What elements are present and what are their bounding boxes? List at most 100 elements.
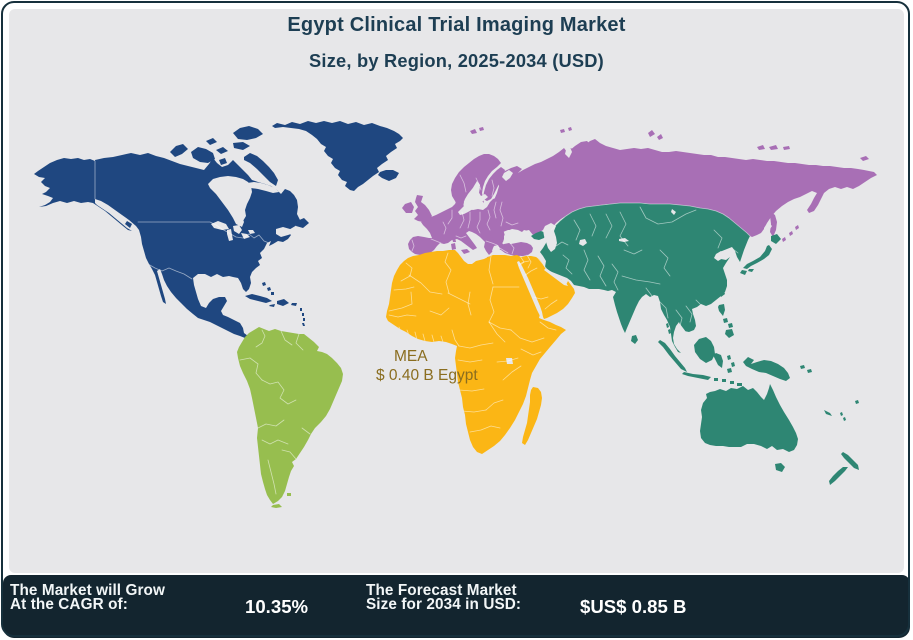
country-borders-shape <box>447 209 453 225</box>
country-borders-shape <box>499 201 504 227</box>
country-borders-shape <box>457 359 483 363</box>
region-asia-pacific-shape <box>668 329 671 334</box>
region-north-america-shape <box>191 147 215 163</box>
country-borders-shape <box>477 237 483 244</box>
country-borders-shape <box>280 330 293 346</box>
country-borders-shape <box>675 309 683 327</box>
region-south-america-shape <box>237 327 343 504</box>
country-borders-shape <box>440 335 444 343</box>
footer-cagr-label: The Market will Grow At the CAGR of: <box>10 582 165 612</box>
region-asia-pacific-shape <box>840 412 843 416</box>
region-europe-shape <box>402 202 414 213</box>
country-borders-shape <box>488 286 495 323</box>
footer-cagr-value: 10.35% <box>245 596 309 617</box>
country-borders-shape <box>447 292 471 305</box>
region-europe-shape <box>789 231 793 236</box>
country-borders-shape <box>137 221 270 244</box>
country-borders-shape <box>301 427 311 435</box>
country-borders-shape <box>509 242 515 255</box>
country-borders-shape <box>469 425 501 433</box>
region-north-america-shape <box>34 158 132 231</box>
country-borders-shape <box>467 211 471 229</box>
region-europe-shape <box>648 130 655 137</box>
region-europe-shape <box>757 145 765 150</box>
country-borders-shape <box>431 334 435 343</box>
region-europe-shape <box>461 249 470 254</box>
footer-forecast-label: The Forecast Market Size for 2034 in USD: <box>366 582 521 612</box>
region-asia-pacific-shape <box>682 372 711 380</box>
region-europe-shape <box>470 129 477 134</box>
country-borders-shape <box>488 321 506 343</box>
country-borders-shape <box>430 238 442 244</box>
country-borders-shape <box>408 274 443 295</box>
region-asia-pacific-shape <box>771 234 781 244</box>
water-bodies-shape <box>492 245 500 255</box>
country-borders-shape <box>685 305 693 323</box>
region-north-america <box>34 121 403 347</box>
water-bodies-shape <box>227 229 233 241</box>
region-north-america-shape <box>271 292 274 295</box>
water-bodies-shape <box>276 227 294 237</box>
country-borders-shape <box>523 267 538 277</box>
water-bodies-shape <box>237 217 244 227</box>
country-borders-shape <box>411 239 415 252</box>
water-bodies-shape <box>504 229 531 244</box>
region-asia-pacific-shape <box>743 245 772 269</box>
region-north-america-shape <box>291 303 297 306</box>
country-borders-shape <box>496 357 519 363</box>
country-borders-shape <box>455 235 467 239</box>
country-borders-shape <box>422 333 426 342</box>
region-asia-pacific-shape <box>748 269 754 272</box>
footer-cagr-label-line1: The Market will Grow <box>10 582 165 599</box>
country-borders-shape <box>550 202 751 237</box>
country-borders-shape <box>597 255 607 287</box>
region-asia-pacific-shape <box>800 365 805 369</box>
footer-forecast-label-line1: The Forecast Market <box>366 582 517 599</box>
country-borders-shape <box>526 254 532 269</box>
region-north-america-shape <box>216 147 228 154</box>
country-borders-shape <box>539 321 557 331</box>
region-north-america-shape <box>277 299 289 306</box>
country-borders-shape <box>505 221 519 226</box>
water-bodies-shape <box>458 181 488 215</box>
water-bodies-shape <box>714 251 726 261</box>
region-asia-pacific-shape <box>841 452 859 470</box>
country-borders-shape <box>388 291 413 312</box>
region-asia-pacific-shape <box>725 329 734 338</box>
region-south-america-shape <box>287 493 291 496</box>
region-europe-shape <box>795 225 799 230</box>
country-borders <box>94 160 751 495</box>
region-europe-shape <box>414 195 432 222</box>
region-europe <box>402 127 877 260</box>
region-mea-shape <box>522 387 542 445</box>
country-borders-shape <box>261 439 289 445</box>
country-borders-shape <box>639 206 697 225</box>
region-europe-shape <box>657 134 663 140</box>
region-asia-pacific-shape <box>713 353 723 368</box>
region-asia-pacific-shape <box>631 335 638 344</box>
water-bodies-shape <box>579 239 587 246</box>
region-north-america-shape <box>233 142 250 150</box>
region-europe-shape <box>770 212 777 237</box>
country-borders-shape <box>458 388 485 392</box>
region-south-america <box>237 327 343 508</box>
country-borders-shape <box>459 174 467 193</box>
water-bodies-shape <box>233 225 242 234</box>
water-bodies-shape <box>248 230 255 234</box>
region-asia-pacific-shape <box>807 369 812 373</box>
region-north-america-shape <box>262 282 266 286</box>
country-borders-shape <box>623 249 643 255</box>
country-borders-shape <box>544 299 558 310</box>
region-asia-pacific-shape <box>829 467 848 485</box>
country-borders-shape <box>497 246 509 254</box>
region-north-america-shape <box>233 126 263 140</box>
country-borders-shape <box>486 209 491 231</box>
water-bodies-shape <box>208 176 252 226</box>
water-bodies-shape <box>565 147 572 158</box>
country-borders-shape <box>147 263 193 280</box>
region-north-america-shape <box>296 218 309 228</box>
region-asia-pacific-shape <box>775 463 785 472</box>
country-borders-shape <box>562 254 573 275</box>
region-north-america-shape <box>95 153 300 347</box>
